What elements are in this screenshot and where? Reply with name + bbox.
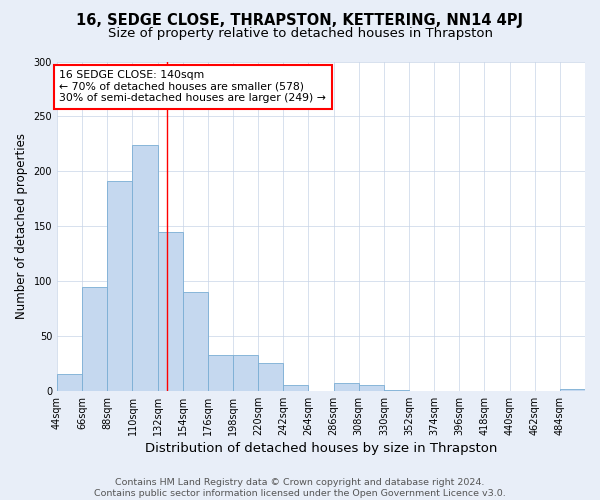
Bar — [183, 292, 208, 391]
Y-axis label: Number of detached properties: Number of detached properties — [15, 133, 28, 319]
Text: 16 SEDGE CLOSE: 140sqm
← 70% of detached houses are smaller (578)
30% of semi-de: 16 SEDGE CLOSE: 140sqm ← 70% of detached… — [59, 70, 326, 104]
Bar — [208, 354, 233, 391]
Text: Size of property relative to detached houses in Thrapston: Size of property relative to detached ho… — [107, 28, 493, 40]
Bar — [258, 364, 283, 391]
Bar — [158, 232, 183, 391]
Bar — [283, 386, 308, 391]
Bar — [359, 386, 384, 391]
Bar — [334, 383, 359, 391]
Bar — [384, 390, 409, 391]
Bar — [233, 354, 258, 391]
Bar — [560, 388, 585, 391]
Bar — [133, 145, 158, 391]
Bar — [57, 374, 82, 391]
Text: Contains HM Land Registry data © Crown copyright and database right 2024.
Contai: Contains HM Land Registry data © Crown c… — [94, 478, 506, 498]
Bar — [82, 286, 107, 391]
X-axis label: Distribution of detached houses by size in Thrapston: Distribution of detached houses by size … — [145, 442, 497, 455]
Text: 16, SEDGE CLOSE, THRAPSTON, KETTERING, NN14 4PJ: 16, SEDGE CLOSE, THRAPSTON, KETTERING, N… — [77, 12, 523, 28]
Bar — [107, 181, 133, 391]
